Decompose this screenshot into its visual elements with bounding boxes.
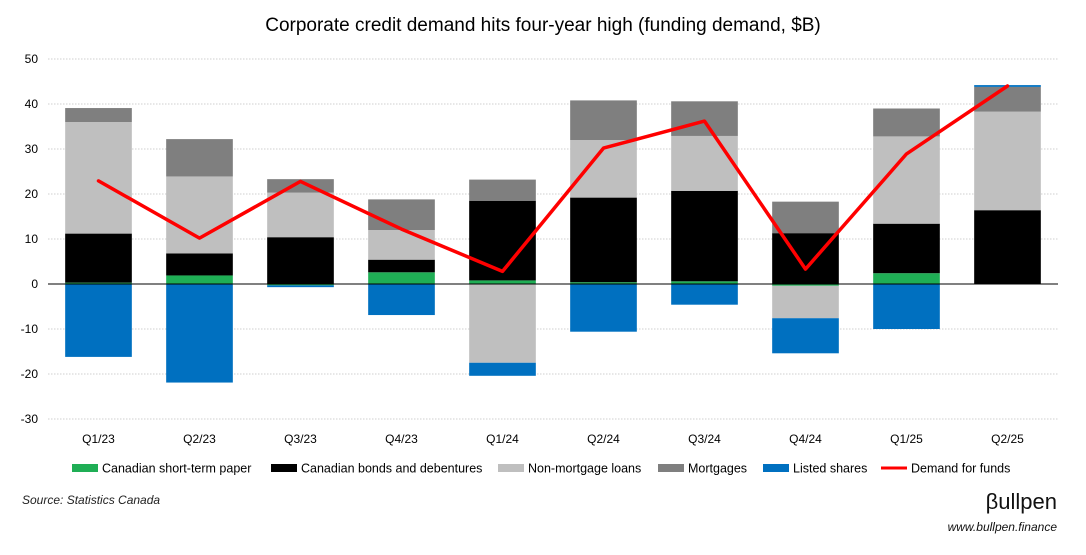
bar-segment xyxy=(570,100,637,140)
bar-segment xyxy=(772,285,839,319)
bar-segment xyxy=(873,284,940,329)
legend: Canadian short-term paper Canadian bonds … xyxy=(72,462,1010,476)
bar-segment xyxy=(974,210,1041,284)
bar-segment xyxy=(267,285,334,288)
bar-segment xyxy=(671,135,738,191)
bar-segment xyxy=(469,200,536,281)
y-tick-label: -10 xyxy=(21,322,39,336)
bar-segment xyxy=(671,281,738,284)
x-tick-label: Q3/23 xyxy=(284,432,317,446)
bar-segment xyxy=(570,197,637,283)
y-tick-label: 30 xyxy=(25,142,39,156)
bar-segment xyxy=(368,230,435,260)
y-tick-label: 10 xyxy=(25,232,39,246)
legend-swatch xyxy=(763,464,789,472)
bars xyxy=(65,85,1041,383)
bar-segment xyxy=(974,86,1041,112)
x-tick-label: Q4/23 xyxy=(385,432,418,446)
x-tick-label: Q2/25 xyxy=(991,432,1024,446)
bar-segment xyxy=(368,199,435,230)
y-tick-label: 40 xyxy=(25,97,39,111)
bar-segment xyxy=(469,179,536,201)
x-tick-label: Q4/24 xyxy=(789,432,822,446)
bar-segment xyxy=(267,192,334,238)
bar-segment xyxy=(267,237,334,284)
y-tick-label: -20 xyxy=(21,367,39,381)
demand-for-funds-line xyxy=(96,84,1010,274)
bar-segment xyxy=(974,111,1041,211)
x-tick-label: Q1/25 xyxy=(890,432,923,446)
bar-segment xyxy=(772,284,839,286)
legend-swatch xyxy=(72,464,98,472)
bar-segment xyxy=(166,176,233,254)
x-tick-label: Q1/23 xyxy=(82,432,115,446)
bar-segment xyxy=(65,122,132,234)
bar-segment xyxy=(166,284,233,383)
legend-swatch xyxy=(498,464,524,472)
legend-label: Listed shares xyxy=(793,462,867,476)
legend-label: Demand for funds xyxy=(911,462,1010,476)
bar-segment xyxy=(65,284,132,357)
bar-segment xyxy=(368,259,435,273)
bar-segment xyxy=(570,282,637,284)
bar-segment xyxy=(671,190,738,282)
bar-segment xyxy=(570,284,637,332)
bar-segment xyxy=(65,282,132,284)
legend-label: Canadian short-term paper xyxy=(102,462,251,476)
bar-segment xyxy=(469,280,536,284)
bar-segment xyxy=(368,272,435,284)
bar-segment xyxy=(469,284,536,363)
x-tick-labels: Q1/23 Q2/23 Q3/23 Q4/23 Q1/24 Q2/24 Q3/24 Q4/24… xyxy=(82,432,1024,446)
bar-segment xyxy=(671,101,738,136)
bar-segment xyxy=(368,284,435,316)
bar-segment xyxy=(873,108,940,137)
bar-segment xyxy=(671,284,738,305)
legend-label: Canadian bonds and debentures xyxy=(301,462,482,476)
x-tick-label: Q1/24 xyxy=(486,432,519,446)
legend-label: Mortgages xyxy=(688,462,747,476)
website-text: www.bullpen.finance xyxy=(948,520,1058,534)
bar-segment xyxy=(772,318,839,354)
legend-label: Non-mortgage loans xyxy=(528,462,641,476)
bar-segment xyxy=(772,201,839,234)
y-tick-label: -30 xyxy=(21,412,39,426)
y-tick-label: 50 xyxy=(25,52,39,66)
bar-segment xyxy=(166,139,233,177)
chart-title: Corporate credit demand hits four-year h… xyxy=(265,15,821,36)
x-tick-label: Q2/24 xyxy=(587,432,620,446)
bar-segment xyxy=(166,253,233,276)
bar-segment xyxy=(65,108,132,122)
y-tick-labels: -30 -20 -10 0 10 20 30 40 50 xyxy=(21,52,39,426)
bar-segment xyxy=(873,273,940,284)
bar-segment xyxy=(65,233,132,283)
bar-segment xyxy=(166,275,233,284)
x-tick-label: Q3/24 xyxy=(688,432,721,446)
y-tick-label: 0 xyxy=(31,277,38,291)
y-tick-label: 20 xyxy=(25,187,39,201)
bar-segment xyxy=(469,362,536,376)
bar-segment xyxy=(267,284,334,286)
demand-line xyxy=(96,84,1010,274)
brand-logo: βullpen xyxy=(986,489,1057,514)
x-tick-label: Q2/23 xyxy=(183,432,216,446)
source-note: Source: Statistics Canada xyxy=(22,493,160,507)
bar-segment xyxy=(873,223,940,274)
legend-swatch xyxy=(658,464,684,472)
legend-swatch xyxy=(271,464,297,472)
